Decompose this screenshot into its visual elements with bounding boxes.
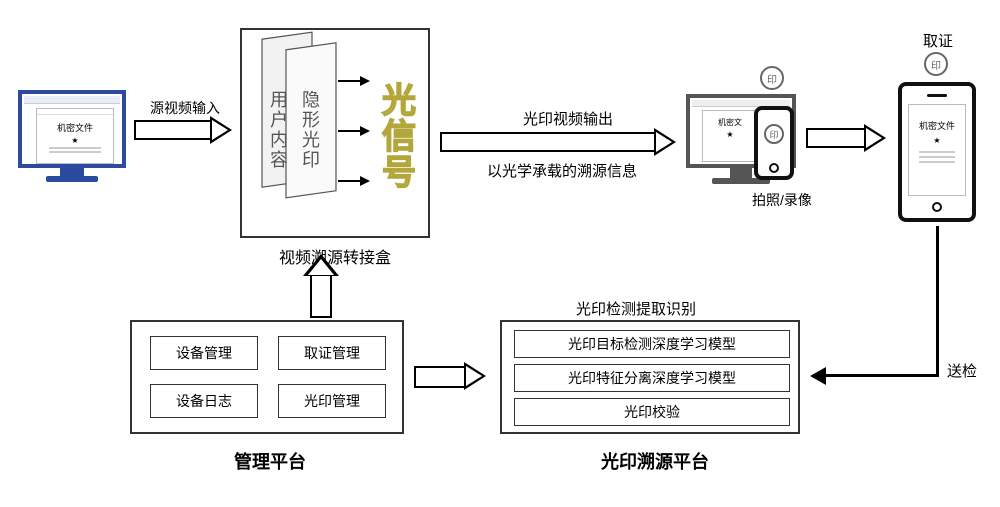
- converter-box: 用户内容 隐形光印 光信号: [240, 28, 430, 238]
- management-title: 管理平台: [220, 448, 320, 474]
- forensic-doc-title: 机密文件: [909, 119, 965, 132]
- detection-item-0: 光印目标检测深度学习模型: [514, 330, 790, 358]
- management-box: 设备管理 取证管理 设备日志 光印管理: [130, 320, 404, 434]
- detection-item-2: 光印校验: [514, 398, 790, 426]
- detection-item-1: 光印特征分离深度学习模型: [514, 364, 790, 392]
- monitor-base: [46, 176, 98, 182]
- display-doc-title: 机密文: [703, 117, 757, 128]
- sig-arrow-2: [338, 130, 360, 132]
- arrow1-body: [134, 120, 212, 140]
- submit-label: 送检: [940, 360, 984, 381]
- arrow2-body: [440, 132, 656, 152]
- doc-title: 机密文件: [37, 121, 113, 134]
- mgmt-item-2: 设备日志: [150, 384, 258, 418]
- display-stamp-icon: 印: [760, 66, 784, 90]
- submit-line-v: [936, 226, 939, 376]
- sig-arrow-3: [338, 180, 360, 182]
- capture-caption: 拍照/录像: [742, 190, 822, 210]
- optical-signal: 光信号: [374, 66, 418, 206]
- source-monitor: 机密文件 ★: [18, 90, 126, 168]
- forensic-phone: 机密文件 ★: [898, 82, 976, 222]
- arrow2-head: [654, 128, 676, 156]
- submit-line-h: [826, 374, 939, 377]
- display-document: 机密文 ★: [702, 110, 758, 162]
- mgmt-to-conv-body: [310, 274, 332, 318]
- capture-phone-stamp: 印: [764, 124, 784, 144]
- forensic-document: 机密文件 ★: [908, 104, 966, 196]
- capture-phone: 印: [754, 106, 794, 180]
- mgmt-to-det-body: [414, 366, 466, 388]
- forensic-stamp-icon: 印: [924, 52, 948, 76]
- forensic-title: 取证: [908, 30, 968, 51]
- sig-arrow-1: [338, 80, 360, 82]
- mgmt-item-1: 取证管理: [278, 336, 386, 370]
- submit-arrow-head: [810, 367, 826, 385]
- arrow1-label: 源视频输入: [140, 98, 230, 118]
- mgmt-to-det-head: [464, 362, 486, 390]
- source-document: 机密文件 ★: [36, 108, 114, 164]
- detection-box: 光印目标检测深度学习模型 光印特征分离深度学习模型 光印校验: [500, 320, 800, 434]
- detection-title: 光印检测提取识别: [546, 298, 726, 319]
- layer-user: 用户内容: [266, 70, 290, 190]
- layer-watermark: 隐形光印: [298, 70, 322, 190]
- mgmt-to-conv-head-inner: [308, 259, 334, 275]
- mgmt-item-3: 光印管理: [278, 384, 386, 418]
- arrow3-head: [864, 124, 886, 152]
- arrow2-line2: 以光学承载的溯源信息: [452, 160, 672, 181]
- arrow2-line1: 光印视频输出: [468, 108, 668, 129]
- mgmt-item-0: 设备管理: [150, 336, 258, 370]
- trace-platform-title: 光印溯源平台: [580, 448, 730, 474]
- arrow3-body: [806, 128, 866, 148]
- arrow1-head: [210, 116, 232, 144]
